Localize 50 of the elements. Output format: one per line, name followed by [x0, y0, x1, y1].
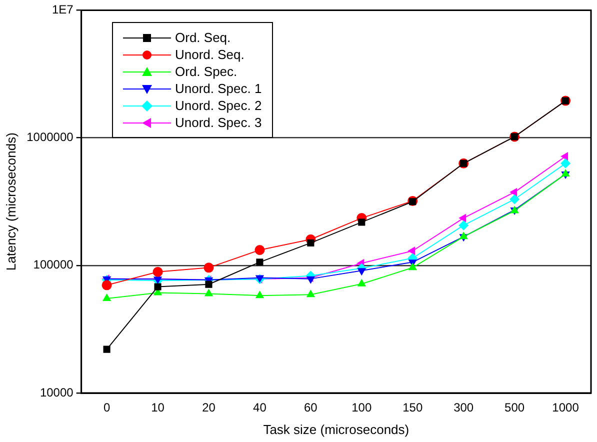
y-tick-label: 1E7	[52, 2, 74, 17]
point	[154, 283, 162, 290]
point	[459, 232, 468, 240]
legend-label: Unord. Seq.	[175, 46, 244, 63]
x-axis-title: Task size (microseconds)	[263, 422, 410, 437]
point	[255, 290, 264, 298]
point	[204, 262, 214, 273]
x-tick-label: 40	[253, 400, 267, 415]
point	[102, 294, 112, 302]
point	[560, 158, 571, 168]
point	[510, 194, 520, 204]
y-tick-label: 100000	[33, 258, 74, 272]
legend-label: Ord. Seq.	[175, 29, 231, 46]
y-tick-label: 10000	[40, 385, 74, 400]
point	[256, 258, 264, 266]
x-tick-label: 300	[454, 400, 474, 415]
x-tick-label: 10	[151, 400, 165, 415]
legend-label: Unord. Spec. 1	[175, 80, 262, 97]
point	[205, 280, 212, 288]
y-tick-label: 1000000	[26, 130, 74, 144]
point	[254, 245, 265, 256]
point	[408, 246, 416, 256]
x-tick-label: 150	[402, 400, 423, 415]
point	[357, 278, 366, 286]
x-tick-label: 500	[504, 400, 525, 415]
point	[103, 346, 110, 353]
point	[306, 290, 316, 298]
point	[560, 152, 568, 161]
point	[458, 214, 466, 222]
point	[204, 288, 214, 296]
point	[307, 239, 314, 246]
y-axis-title: Latency (microseconds)	[3, 132, 18, 271]
point	[510, 188, 518, 196]
legend-label: Unord. Spec. 2	[175, 97, 262, 114]
x-tick-label: 60	[304, 400, 318, 415]
point	[409, 198, 416, 206]
legend-label: Ord. Spec.	[175, 63, 238, 80]
point	[561, 169, 570, 177]
point	[357, 268, 366, 276]
point	[102, 280, 112, 290]
point	[458, 220, 469, 230]
point	[358, 218, 366, 226]
x-tick-label: 20	[202, 400, 216, 415]
point	[306, 276, 316, 284]
x-tick-label: 100	[352, 400, 372, 415]
legend-label: Unord. Spec. 3	[175, 114, 262, 131]
x-tick-label: 1000	[552, 400, 580, 415]
point	[408, 262, 417, 270]
point	[152, 266, 163, 277]
x-tick-label: 0	[103, 400, 110, 415]
